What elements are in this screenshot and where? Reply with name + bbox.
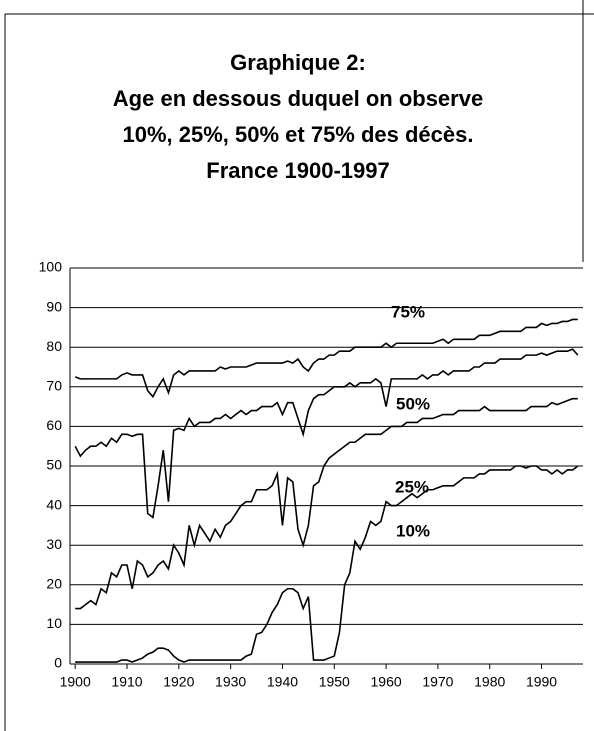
x-tick-label: 1990 [526,674,557,690]
x-tick-label: 1940 [267,674,298,690]
x-tick-label: 1920 [163,674,194,690]
chart-title: 10%, 25%, 50% et 75% des décès. [123,122,474,147]
y-tick-label: 20 [46,576,62,592]
series-line [74,318,578,399]
chart-title: Graphique 2: [230,50,366,75]
x-tick-label: 1950 [319,674,350,690]
y-tick-label: 30 [46,536,62,552]
x-tick-label: 1970 [422,674,453,690]
series-line [74,348,579,519]
y-tick-label: 90 [46,298,62,314]
y-tick-label: 70 [46,378,62,394]
x-tick-label: 1900 [60,674,91,690]
series-label: 10% [396,521,430,540]
y-tick-label: 100 [39,259,63,275]
y-tick-label: 50 [46,457,62,473]
y-tick-label: 60 [46,417,62,433]
chart-title: Age en dessous duquel on observe [113,86,483,111]
x-tick-label: 1960 [371,674,402,690]
x-tick-label: 1980 [474,674,505,690]
y-tick-label: 10 [46,615,62,631]
series-label: 50% [396,394,430,413]
chart-title: France 1900-1997 [206,158,389,183]
series-line [75,465,579,663]
x-tick-label: 1930 [215,674,246,690]
y-tick-label: 40 [46,496,62,512]
y-tick-label: 80 [46,338,62,354]
series-line [75,397,578,610]
x-tick-label: 1910 [111,674,142,690]
y-tick-label: 0 [54,655,62,671]
series-label: 75% [391,302,425,321]
series-label: 25% [395,477,429,496]
